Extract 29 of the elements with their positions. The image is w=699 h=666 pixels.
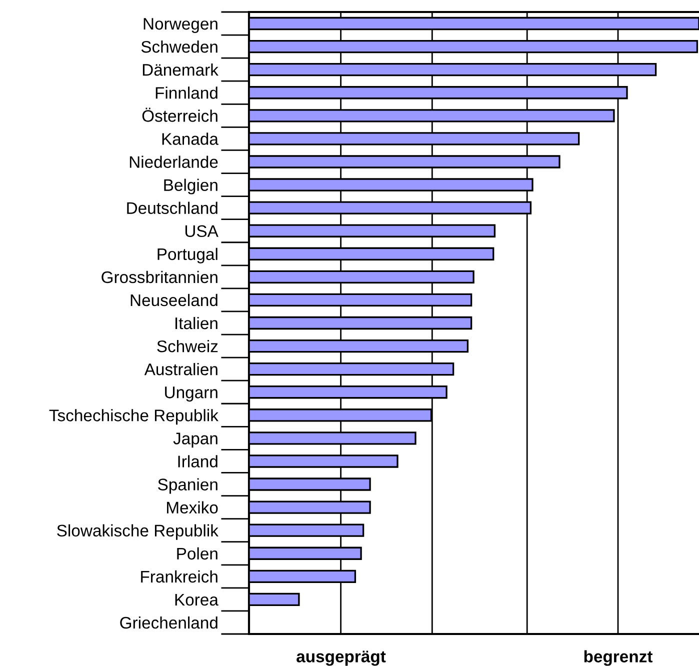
- text: ausgeprägt: [296, 650, 386, 666]
- y-tick-label: Grossbritannien: [102, 270, 218, 284]
- y-tick-label: Ungarn: [165, 386, 218, 402]
- y-tick-label: Japan: [173, 432, 218, 448]
- y-tick-label: Neuseeland: [130, 294, 218, 306]
- y-tick-label: Frankreich: [141, 570, 218, 583]
- y-tick-label: Korea: [175, 594, 218, 606]
- y-tick-label: Dänemark: [142, 64, 218, 76]
- y-tick-label: Mexiko: [167, 501, 218, 514]
- y-tick-label: Italien: [176, 316, 218, 330]
- y-tick-label: Schweiz: [157, 340, 218, 352]
- y-tick-label: Slowakische Republik: [57, 524, 218, 540]
- y-tick-label: Spanien: [158, 478, 218, 494]
- y-tick-label: Finnland: [156, 86, 218, 99]
- y-tick-label: Österreich: [142, 108, 218, 122]
- y-tick-label: Norwegen: [144, 18, 218, 34]
- y-tick-label: Kanada: [162, 132, 218, 145]
- y-tick-label: Niederlande: [130, 156, 218, 168]
- y-tick-label: Australien: [144, 363, 218, 376]
- y-tick-label: Irland: [178, 455, 218, 468]
- y-tick-label: Polen: [177, 547, 218, 560]
- y-tick-label: Schweden: [141, 40, 218, 53]
- y-tick-label: Portugal: [158, 248, 218, 264]
- y-tick-label: USA: [185, 225, 218, 238]
- text: begrenzt: [584, 650, 653, 666]
- y-tick-label: Belgien: [164, 178, 218, 194]
- y-tick-label: Tschechische Republik: [49, 409, 218, 425]
- y-tick-label: Deutschland: [127, 202, 218, 214]
- y-tick-label: Griechenland: [120, 616, 218, 629]
